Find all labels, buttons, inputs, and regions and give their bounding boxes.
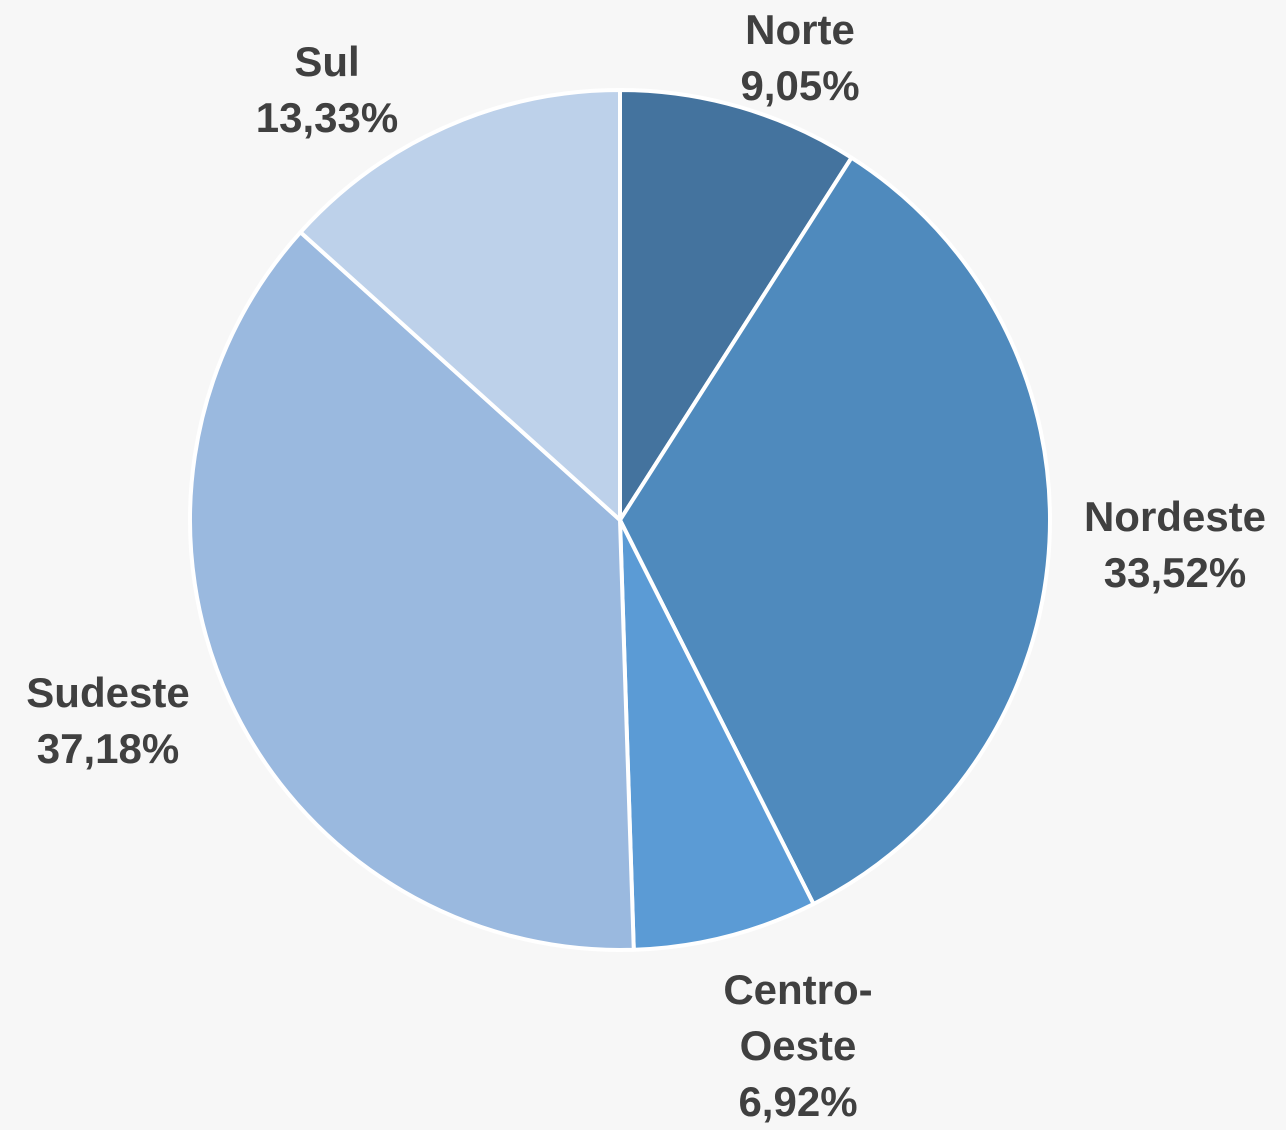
pie-slice [298,88,622,522]
category-label: Sudeste [26,669,190,716]
value-label: 9,05% [740,62,860,109]
pie-slice [188,230,636,952]
slice-label: Sul 13,33% [177,34,477,146]
pie-slice [618,88,854,522]
pie-slice [618,155,1052,906]
category-label: Nordeste [1083,493,1267,540]
category-label: Norte [745,6,855,53]
pie-slice [618,518,816,952]
value-label: 6,92% [738,1078,858,1125]
value-label: 37,18% [36,725,180,772]
value-label: 13,33% [255,94,399,141]
slice-label: Sudeste 37,18% [0,665,258,777]
value-label: 33,52% [1103,549,1247,596]
category-label: Centro-Oeste [723,966,873,1069]
slice-label: Nordeste 33,52% [1025,489,1286,601]
slice-label: Centro-Oeste 6,92% [703,962,893,1130]
category-label: Sul [294,38,360,85]
slice-label: Norte 9,05% [650,2,950,114]
